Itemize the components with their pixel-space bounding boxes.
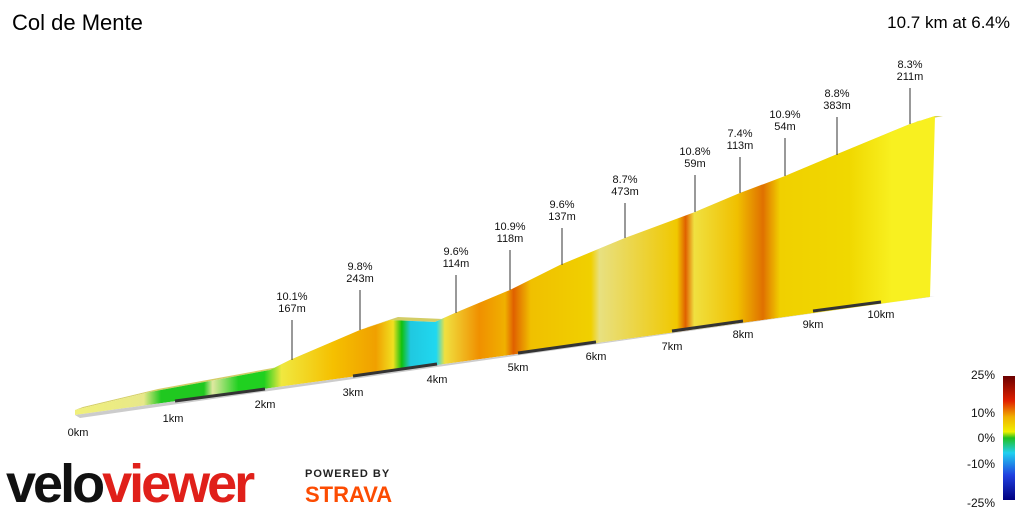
- profile-face: [75, 116, 935, 415]
- distance-label: 5km: [508, 362, 529, 374]
- distance-label: 10km: [868, 309, 895, 321]
- legend-scale: [1003, 376, 1015, 500]
- gradient-label: 10.1%: [276, 291, 307, 303]
- legend-label: -25%: [967, 496, 995, 510]
- gradient-label: 8.7%: [612, 174, 637, 186]
- length-label: 167m: [278, 303, 306, 315]
- distance-label: 3km: [343, 387, 364, 399]
- km-band: [174, 387, 266, 403]
- gradient-label: 10.8%: [679, 146, 710, 158]
- legend: 25% 10% 0% -10% -25%: [967, 368, 995, 510]
- annotations: 10.1%167m9.8%243m9.6%114m10.9%118m9.6%13…: [276, 59, 923, 360]
- powered-by: POWERED BY: [305, 468, 390, 480]
- logo: veloviewer: [6, 454, 255, 512]
- distance-label: 0km: [68, 427, 89, 439]
- gradient-label: 9.6%: [443, 246, 468, 258]
- gradient-label: 7.4%: [727, 128, 752, 140]
- length-label: 473m: [611, 186, 639, 198]
- length-label: 211m: [897, 71, 924, 83]
- legend-label: 25%: [971, 368, 995, 382]
- distance-label: 9km: [803, 319, 824, 331]
- length-label: 137m: [548, 211, 576, 223]
- summary: 10.7 km at 6.4%: [887, 13, 1010, 32]
- length-label: 383m: [823, 100, 851, 112]
- km-band: [517, 340, 597, 355]
- gradient-label: 8.3%: [897, 59, 922, 71]
- distance-label: 6km: [586, 351, 607, 363]
- gradient-label: 8.8%: [824, 88, 849, 100]
- gradient-label: 10.9%: [494, 221, 525, 233]
- gradient-label: 10.9%: [769, 109, 800, 121]
- length-label: 59m: [684, 158, 705, 170]
- distance-label: 2km: [255, 399, 276, 411]
- distance-label: 7km: [662, 341, 683, 353]
- length-label: 114m: [443, 258, 470, 270]
- distance-labels: 0km 1km 2km 3km 4km 5km 6km 7km 8km 9km 10km: [68, 309, 895, 439]
- distance-label: 8km: [733, 329, 754, 341]
- length-label: 113m: [727, 140, 754, 152]
- profile-base: [75, 296, 935, 418]
- length-label: 54m: [774, 121, 795, 133]
- legend-label: 10%: [971, 406, 995, 420]
- gradient-label: 9.8%: [347, 261, 372, 273]
- legend-label: 0%: [978, 431, 996, 445]
- km-band: [812, 300, 882, 313]
- km-band: [671, 319, 744, 333]
- strava: STRAVA: [305, 482, 392, 507]
- length-label: 243m: [346, 273, 374, 285]
- length-label: 118m: [497, 233, 524, 245]
- legend-label: -10%: [967, 457, 995, 471]
- km-band: [352, 362, 438, 378]
- distance-label: 4km: [427, 374, 448, 386]
- title: Col de Mente: [12, 10, 143, 35]
- distance-label: 1km: [163, 413, 184, 425]
- gradient-label: 9.6%: [549, 199, 574, 211]
